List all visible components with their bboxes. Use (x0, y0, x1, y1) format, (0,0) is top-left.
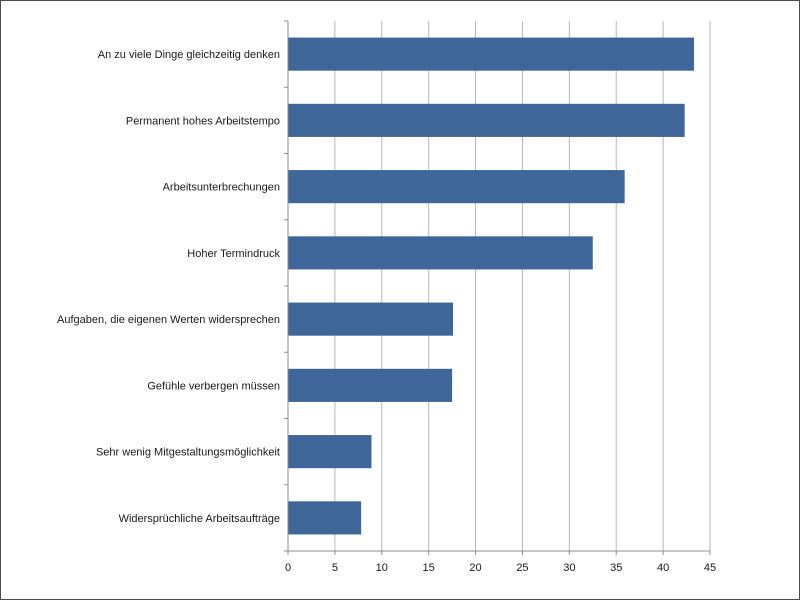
x-tick-label: 10 (376, 562, 388, 574)
x-tick-label: 15 (423, 562, 435, 574)
bar (288, 103, 685, 137)
x-tick-label: 0 (285, 562, 291, 574)
bar (288, 170, 625, 204)
x-tick-label: 20 (469, 562, 481, 574)
category-labels: An zu viele Dinge gleichzeitig denken Per… (57, 49, 281, 525)
x-tick-label: 35 (610, 562, 622, 574)
bar (288, 302, 454, 336)
bar (288, 435, 372, 469)
x-tick-label: 30 (563, 562, 575, 574)
bars (288, 37, 695, 535)
category-label: Aufgaben, die eigenen Werten widersprech… (57, 314, 280, 326)
category-label: Widersprüchliche Arbeitsaufträge (119, 513, 280, 525)
axes (287, 21, 710, 552)
category-label: Sehr wenig Mitgestaltungsmöglichkeit (96, 447, 280, 459)
category-label: An zu viele Dinge gleichzeitig denken (98, 49, 280, 61)
category-label: Gefühle verbergen müssen (147, 380, 280, 392)
bar (288, 37, 695, 71)
x-tick-labels: 0 5 10 15 20 25 30 35 40 45 (285, 562, 716, 574)
gridlines (284, 20, 711, 555)
x-tick-label: 45 (704, 562, 716, 574)
bar (288, 368, 453, 402)
category-label: Permanent hohes Arbeitstempo (126, 115, 280, 127)
x-tick-label: 40 (657, 562, 669, 574)
category-label: Arbeitsunterbrechungen (163, 182, 280, 194)
x-tick-label: 25 (516, 562, 528, 574)
category-label: Hoher Termindruck (187, 248, 280, 260)
bar (288, 236, 593, 270)
x-tick-label: 5 (332, 562, 338, 574)
bar (288, 501, 362, 535)
